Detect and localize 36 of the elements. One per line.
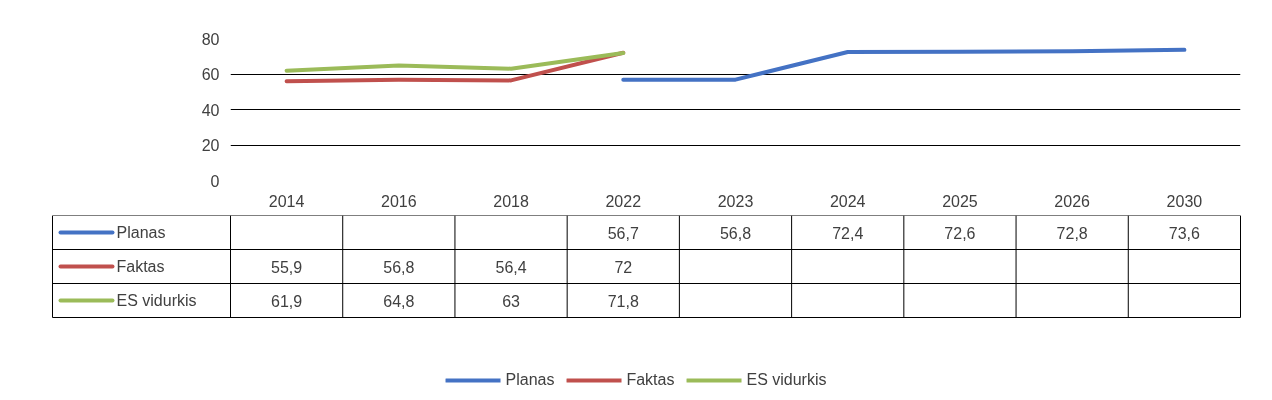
x-tick-label: 2025 — [942, 192, 978, 210]
y-tick-label: 0 — [210, 172, 220, 190]
y-tick-label: 40 — [201, 101, 220, 119]
data-label: 72,6 — [944, 224, 976, 242]
data-label: 73,6 — [1168, 224, 1201, 242]
line-series — [621, 47, 1187, 82]
data-label: 71,8 — [607, 292, 639, 310]
text: Planas — [116, 224, 166, 241]
x-tick-label: 2022 — [605, 192, 642, 210]
data-label: 56,7 — [607, 224, 639, 242]
data-label: 64,8 — [383, 292, 415, 310]
data-label: 72,4 — [832, 224, 864, 242]
legend-label: ES vidurkis — [116, 292, 197, 309]
x-tick-label: 2030 — [1166, 192, 1203, 210]
x-tick-label: 2016 — [381, 192, 417, 210]
legend-label: Faktas — [116, 258, 165, 275]
line-series — [284, 51, 626, 73]
y-tick-label: 80 — [201, 30, 220, 48]
data-label: 63 — [502, 292, 521, 310]
y-tick-label: 20 — [201, 137, 220, 154]
x-tick-label: 2014 — [268, 192, 305, 210]
data-label: 55,9 — [271, 258, 303, 276]
x-tick-label: 2023 — [717, 192, 754, 210]
data-label: 72,8 — [1056, 224, 1088, 242]
x-tick-label: 2024 — [829, 192, 866, 210]
legend-label: Planas — [505, 371, 555, 389]
data-label: 61,9 — [271, 292, 303, 310]
text: Faktas — [626, 371, 675, 388]
data-label: 56,8 — [719, 224, 752, 242]
x-tick-label: 2018 — [493, 192, 529, 210]
y-tick-label: 60 — [201, 66, 220, 83]
data-label: 56,8 — [383, 258, 415, 276]
data-label: 56,4 — [495, 258, 527, 276]
x-tick-label: 2026 — [1054, 192, 1091, 210]
text: ES vidurkis — [746, 371, 827, 388]
data-label: 72 — [614, 258, 633, 276]
